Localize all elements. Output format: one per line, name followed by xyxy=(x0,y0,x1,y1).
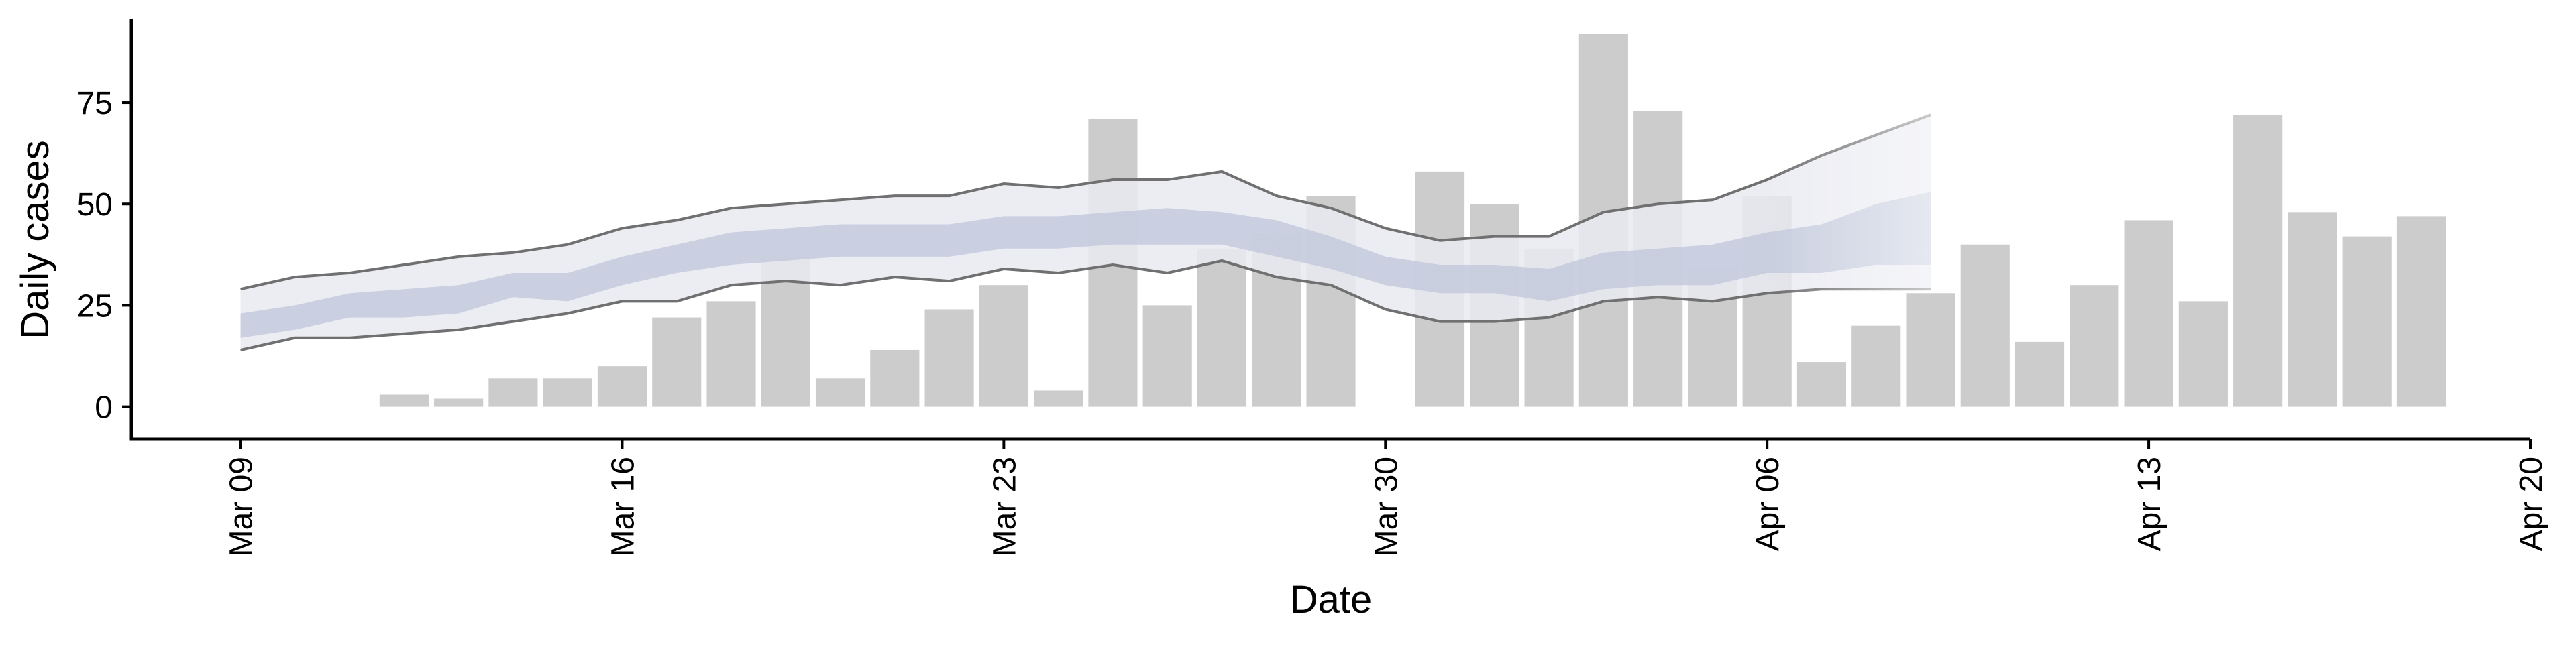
x-tick-label-2020-03-30: Mar 30 xyxy=(1368,457,1404,556)
upper-bound-line xyxy=(240,113,1931,291)
bar-2020-04-13 xyxy=(2124,220,2174,407)
y-ticks-layer: 0 25 50 75 xyxy=(77,86,131,426)
bar-2020-04-17 xyxy=(2342,236,2392,407)
axes-layer xyxy=(129,19,2530,441)
lower-bound-line xyxy=(240,259,1931,351)
x-tick-label-2020-03-09: Mar 09 xyxy=(224,457,260,556)
bar-2020-04-14 xyxy=(2178,301,2228,407)
bar-2020-04-07 xyxy=(1796,362,1847,407)
y-tick-label-25: 25 xyxy=(77,288,113,324)
bar-2020-03-23 xyxy=(979,285,1028,407)
x-tick-label-2020-04-13: Apr 13 xyxy=(2132,457,2167,551)
bar-2020-03-12 xyxy=(379,394,429,407)
bar-2020-03-27 xyxy=(1197,248,1247,407)
x-ticks-layer: Mar 09 Mar 16 Mar 23 Mar 30 Apr 06 Apr 13 Apr … xyxy=(224,439,2549,556)
y-axis-title: Daily cases xyxy=(13,140,57,339)
inner-interval-band xyxy=(240,192,1931,338)
bar-2020-03-20 xyxy=(815,378,865,407)
x-tick-label-2020-03-23: Mar 23 xyxy=(987,457,1022,556)
bar-2020-04-15 xyxy=(2233,115,2283,407)
estimate-bands-layer xyxy=(240,113,1931,351)
bar-2020-03-17 xyxy=(652,317,702,407)
bar-2020-03-21 xyxy=(870,349,920,407)
x-tick-label-2020-04-06: Apr 06 xyxy=(1750,457,1786,551)
bar-2020-03-18 xyxy=(706,301,756,407)
x-axis-title: Date xyxy=(1290,578,1373,622)
bar-2020-03-15 xyxy=(543,378,592,407)
bar-2020-04-10 xyxy=(1960,244,2010,407)
bar-2020-04-16 xyxy=(2288,212,2337,407)
bar-2020-03-16 xyxy=(597,366,647,407)
x-tick-label-2020-03-16: Mar 16 xyxy=(605,457,641,556)
bar-2020-04-08 xyxy=(1851,325,1901,407)
bar-2020-03-14 xyxy=(488,378,538,407)
y-tick-label-75: 75 xyxy=(77,86,113,121)
bar-2020-04-12 xyxy=(2070,285,2119,407)
bar-2020-03-13 xyxy=(434,398,484,407)
bar-2020-03-22 xyxy=(924,309,974,407)
y-tick-label-50: 50 xyxy=(77,187,113,223)
bar-2020-04-09 xyxy=(1906,293,1955,407)
bar-2020-03-26 xyxy=(1142,305,1192,407)
x-tick-label-2020-04-20: Apr 20 xyxy=(2514,457,2549,551)
bar-2020-04-11 xyxy=(2015,341,2065,407)
y-tick-label-0: 0 xyxy=(95,390,113,426)
bar-2020-04-18 xyxy=(2396,216,2447,407)
bar-2020-03-24 xyxy=(1034,390,1083,407)
